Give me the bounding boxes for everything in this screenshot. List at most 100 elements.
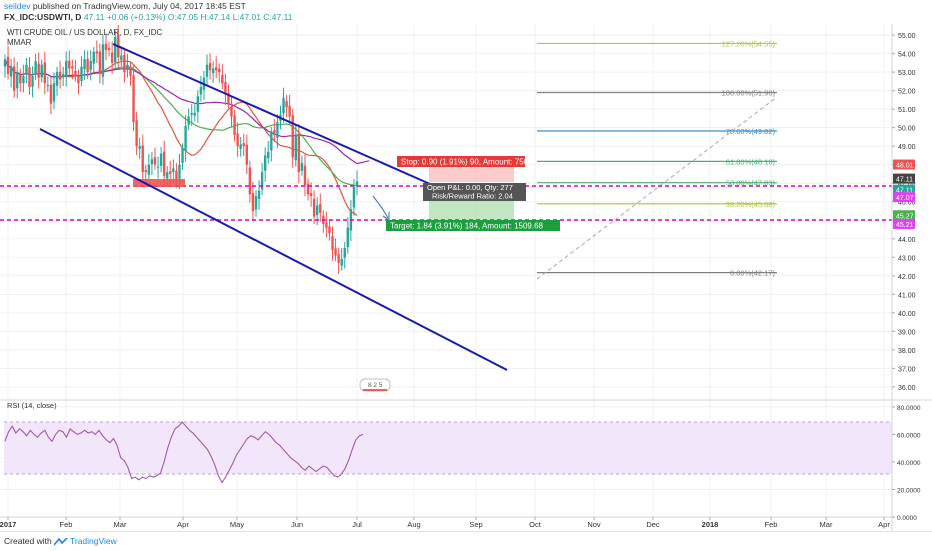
candle-body xyxy=(12,66,16,91)
rsi-tick-label: 40.0000 xyxy=(897,460,921,467)
candle-body xyxy=(178,164,181,179)
tradingview-link[interactable]: TradingView xyxy=(70,536,117,546)
price-badge-text: 45.27 xyxy=(896,213,914,220)
rsi-tick-label: 60.0000 xyxy=(897,432,921,439)
publish-text: published on TradingView.com, July 04, 2… xyxy=(32,1,246,11)
candle-body xyxy=(68,60,71,69)
replay-widget[interactable] xyxy=(359,378,391,392)
rsi-tick-label: 80.0000 xyxy=(897,405,921,412)
chart-area[interactable]: 127.20%(54.55) 100.00%(51.90) 78.60%(49.82… xyxy=(0,24,932,531)
rsi-line xyxy=(4,421,364,484)
candle-body xyxy=(236,133,239,147)
symbol-label: FX_IDC:USDWTI, D xyxy=(4,12,82,22)
candle-body xyxy=(211,68,215,74)
time-tick-label: Oct xyxy=(529,520,542,529)
candle-body xyxy=(31,75,34,87)
price-tick-label: 49.00 xyxy=(898,144,916,151)
candle-body xyxy=(55,72,59,86)
candle-body xyxy=(129,67,132,76)
candle-body xyxy=(120,55,123,60)
candle-body xyxy=(218,68,221,73)
fib-level-label: 100.00%(51.90) xyxy=(722,89,776,98)
indicator-label: MMAR xyxy=(7,38,32,47)
channel-upper-line[interactable] xyxy=(112,43,431,185)
candle-body xyxy=(98,51,102,74)
fib-level-label: 127.20%(54.55) xyxy=(722,39,776,48)
fib-trend-line[interactable] xyxy=(536,96,778,280)
candle-body xyxy=(3,59,7,67)
author-link[interactable]: seildev xyxy=(4,1,31,11)
candle-body xyxy=(221,74,224,84)
price-badge-text: 47.07 xyxy=(896,195,914,202)
symbol-info: FX_IDC:USDWTI, D 47.11 +0.06 (+0.13%) O:… xyxy=(4,12,292,23)
candle-body xyxy=(83,59,86,70)
time-axis[interactable]: 2017 Feb Mar Apr May Jun Jul Aug Sep Oct Nov Dec 201… xyxy=(0,517,890,529)
price-badge-text: 47.11 xyxy=(896,188,913,195)
candle-body xyxy=(156,166,160,168)
candle-body xyxy=(227,92,230,104)
candle-body xyxy=(196,96,200,112)
candle-body xyxy=(288,105,291,117)
pnl-label: Open P&L: 0.00, Qty: 277 xyxy=(427,183,513,192)
candle-body xyxy=(46,85,50,87)
chart-title: WTI CRUDE OIL / US DOLLAR, D, FX_IDC xyxy=(7,28,163,37)
time-tick-label: Apr xyxy=(177,520,189,529)
candle-body xyxy=(22,75,25,84)
rsi-axis[interactable]: 80.0000 60.0000 40.0000 20.0000 0.0000 xyxy=(892,405,921,522)
fib-level-label: 78.60%(49.82) xyxy=(726,127,776,136)
time-tick-label: Feb xyxy=(60,520,73,529)
candle-body xyxy=(74,70,77,76)
fib-level-label: 61.80%(48.18) xyxy=(726,157,776,166)
projection-arrow xyxy=(372,195,389,219)
price-tick-label: 54.00 xyxy=(898,52,916,59)
time-tick-label: Dec xyxy=(646,520,660,529)
candle-body xyxy=(328,226,331,234)
candle-body xyxy=(316,205,319,216)
candle-body xyxy=(65,61,68,77)
rsi-label: RSI (14, close) xyxy=(7,401,57,410)
highlight-zone xyxy=(133,179,185,187)
candle-body xyxy=(52,83,56,102)
chart-header: seildev published on TradingView.com, Ju… xyxy=(0,0,932,24)
candle-body xyxy=(187,116,190,125)
candle-body xyxy=(309,193,313,197)
candle-body xyxy=(153,157,157,165)
candle-body xyxy=(150,159,154,164)
candle-body xyxy=(172,168,175,173)
price-tick-label: 39.00 xyxy=(898,329,916,336)
created-with-text: Created with xyxy=(4,536,52,546)
candle-body xyxy=(248,167,252,195)
candle-body xyxy=(352,186,356,208)
time-tick-label: Mar xyxy=(114,520,127,529)
candle-body xyxy=(331,235,334,250)
fib-retracement[interactable]: 127.20%(54.55) 100.00%(51.90) 78.60%(49.82… xyxy=(537,38,777,278)
candle-body xyxy=(343,248,346,258)
candle-body xyxy=(89,61,92,70)
candle-body xyxy=(233,115,236,136)
rsi-tick-label: 20.0000 xyxy=(897,487,921,494)
price-tick-label: 52.00 xyxy=(898,89,916,96)
price-tick-label: 36.00 xyxy=(898,385,916,392)
candle-body xyxy=(306,183,310,195)
publish-info: seildev published on TradingView.com, Ju… xyxy=(4,1,246,12)
candle-body xyxy=(285,100,288,108)
candle-body xyxy=(267,151,270,159)
price-badge-bg xyxy=(893,159,915,170)
time-tick-label: Aug xyxy=(407,520,420,529)
footer: Created with TradingView xyxy=(0,531,932,551)
time-tick-label: 2018 xyxy=(702,520,719,529)
price-tick-label: 37.00 xyxy=(898,366,916,373)
channel-lower-line[interactable] xyxy=(39,128,508,371)
candle-body xyxy=(34,61,37,74)
candle-body xyxy=(135,120,138,147)
candle-body xyxy=(61,73,65,78)
candle-body xyxy=(208,63,212,71)
candle-body xyxy=(132,75,135,123)
candle-body xyxy=(123,54,126,73)
candle-body xyxy=(181,148,184,163)
candle-body xyxy=(104,43,108,50)
candle-body xyxy=(282,98,285,114)
candle-body xyxy=(325,222,328,228)
price-badge-text: 48.01 xyxy=(896,163,914,170)
candle-body xyxy=(110,52,114,63)
